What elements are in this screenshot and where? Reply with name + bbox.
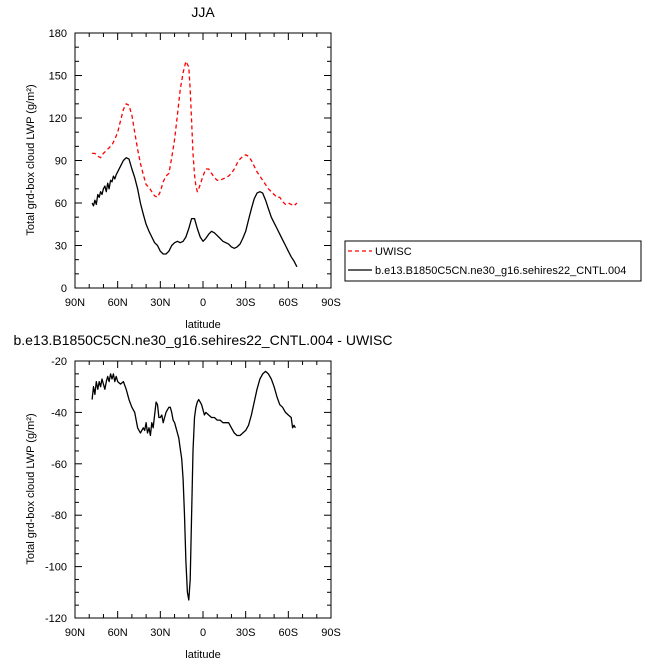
- top-panel: JJA 0 30 60 90 120 150 180 90N 60N 30N 0 30S 60S 90S…: [25, 4, 341, 331]
- bottom-x-tick-label: 90S: [321, 627, 341, 639]
- top-y-axis-ticks: 0 30 60 90 120 150 180: [49, 28, 331, 295]
- bottom-plot-frame: [74, 360, 332, 619]
- bottom-x-axis-ticks: 90N 60N 30N 0 30S 60S 90S: [65, 361, 341, 639]
- top-y-axis-label: Total grd-box cloud LWP (g/m²): [25, 84, 37, 235]
- top-chart-title: JJA: [191, 4, 215, 20]
- top-x-axis-ticks: 90N 60N 30N 0 30S 60S 90S: [65, 33, 341, 309]
- bottom-x-tick-label: 90N: [65, 627, 85, 639]
- top-x-axis-label: latitude: [185, 319, 220, 331]
- top-y-tick-label: 90: [55, 156, 67, 168]
- top-x-tick-label: 60S: [279, 297, 299, 309]
- bottom-panel: b.e13.B1850C5CN.ne30_g16.sehires22_CNTL.…: [14, 332, 393, 661]
- bottom-x-tick-label: 60N: [108, 627, 128, 639]
- bottom-series-group: [91, 370, 296, 601]
- bottom-chart-title: b.e13.B1850C5CN.ne30_g16.sehires22_CNTL.…: [14, 332, 393, 348]
- bottom-x-axis-label: latitude: [185, 649, 220, 661]
- top-y-tick-label: 0: [61, 283, 67, 295]
- top-x-tick-label: 30S: [236, 297, 256, 309]
- bottom-x-tick-label: 0: [200, 627, 206, 639]
- bottom-y-tick-label: -100: [45, 562, 67, 574]
- top-x-tick-label: 0: [200, 297, 206, 309]
- bottom-x-tick-label: 60S: [279, 627, 299, 639]
- bottom-y-tick-label: -60: [51, 459, 67, 471]
- bottom-x-tick-label: 30N: [150, 627, 170, 639]
- legend-box: [344, 240, 642, 282]
- legend-label-uwisc: UWISC: [375, 246, 412, 258]
- bottom-y-tick-label: -80: [51, 510, 67, 522]
- top-y-tick-label: 30: [55, 241, 67, 253]
- top-x-tick-label: 60N: [108, 297, 128, 309]
- top-x-tick-label: 30N: [150, 297, 170, 309]
- top-series-group: [91, 60, 298, 268]
- top-y-tick-label: 180: [49, 28, 67, 40]
- bottom-y-tick-label: -120: [45, 613, 67, 625]
- legend: UWISC b.e13.B1850C5CN.ne30_g16.sehires22…: [344, 240, 642, 282]
- bottom-y-axis-ticks: -120 -100 -80 -60 -40 -20: [45, 356, 331, 625]
- top-x-tick-label: 90N: [65, 297, 85, 309]
- top-series-line-0: [92, 60, 298, 207]
- top-y-tick-label: 120: [49, 113, 67, 125]
- top-y-tick-label: 150: [49, 71, 67, 83]
- top-plot-frame: [74, 32, 332, 289]
- bottom-y-tick-label: -20: [51, 356, 67, 368]
- bottom-x-tick-label: 30S: [236, 627, 256, 639]
- bottom-y-tick-label: -40: [51, 407, 67, 419]
- top-series-line-1: [91, 157, 298, 268]
- bottom-y-axis-label: Total grd-box cloud LWP (g/m²): [25, 413, 37, 564]
- top-y-tick-label: 60: [55, 198, 67, 210]
- bottom-series-line-0: [91, 370, 296, 601]
- top-x-tick-label: 90S: [321, 297, 341, 309]
- legend-label-cntl: b.e13.B1850C5CN.ne30_g16.sehires22_CNTL.…: [375, 265, 626, 277]
